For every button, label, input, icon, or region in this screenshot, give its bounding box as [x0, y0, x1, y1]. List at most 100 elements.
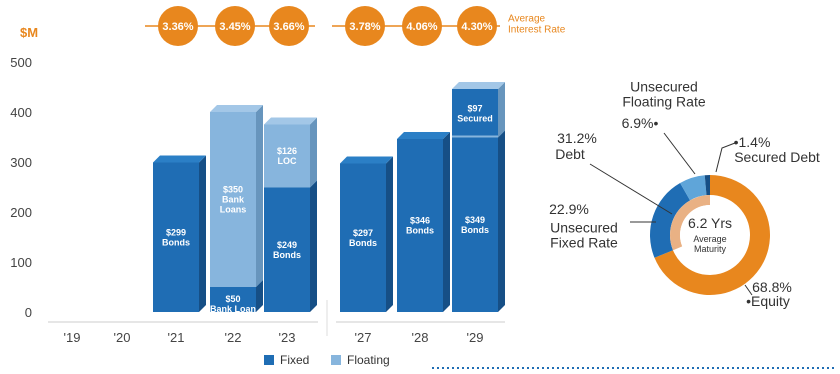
y-tick-label: 200: [10, 205, 32, 220]
label-unsecured-floating-line: Unsecured: [630, 79, 698, 95]
bar-floating-22-side: [256, 105, 263, 287]
bar-floating-29-side: [498, 82, 505, 138]
rate-label-27: 3.78%: [349, 21, 380, 33]
y-tick-label: 0: [25, 305, 32, 320]
label-debt: Debt: [555, 146, 585, 162]
donut-slice-unsecured-floating-rate: [680, 175, 707, 201]
rate-bubble-22: [215, 6, 255, 46]
bar-fixed-28-top: [397, 132, 450, 139]
segment-label-23-floating-line: $126: [277, 146, 297, 156]
segment-label-23-floating: $126 LOC: [277, 146, 297, 166]
x-tick-label: '20: [114, 330, 131, 345]
bar-fixed-28-side: [443, 132, 450, 312]
debt-maturity-bar-chart: $M 500 400 300 200 100 0 '19 '20 '21 '22 '23 '27 '28 '…: [10, 6, 836, 369]
legend-label-floating: Floating: [347, 353, 390, 367]
capital-structure-donut: 6.2 Yrs Average Maturity 68.8%•Equity 22.9% U…: [549, 79, 820, 310]
bar-fixed-23: [264, 187, 310, 312]
legend-swatch-fixed: [264, 355, 274, 365]
donut-slice-equity: [654, 175, 770, 295]
segment-label-23-floating-line: LOC: [278, 156, 297, 166]
bar-fixed-27: [340, 163, 386, 312]
segment-label-22-fixed-line: Bank Loan: [210, 304, 256, 314]
donut-slice-secured-debt: [704, 175, 710, 196]
legend-label-fixed: Fixed: [280, 353, 309, 367]
segment-label-21-fixed-line: $299: [166, 227, 186, 237]
y-tick-label: 300: [10, 155, 32, 170]
legend-swatch-floating: [331, 355, 341, 365]
segment-label-29-fixed: $349 Bonds: [461, 215, 489, 235]
donut-center-sublabel-line: Average: [693, 234, 726, 244]
segment-label-22-floating-line: $350: [223, 185, 243, 195]
x-tick-label: '23: [279, 330, 296, 345]
segment-label-21-fixed-line: Bonds: [162, 237, 190, 247]
segment-label-29-floating: $97 Secured: [457, 103, 493, 123]
segment-label-23-fixed-line: $249: [277, 240, 297, 250]
donut-center-sublabel: Average Maturity: [693, 234, 726, 254]
rate-label-23: 3.66%: [273, 21, 304, 33]
bar-fixed-29-side: [498, 130, 505, 312]
label-unsecured-fixed-line: Unsecured: [550, 220, 618, 236]
rate-bubble-21: [158, 6, 198, 46]
bar-fixed-22: [210, 287, 256, 312]
rate-series-label-line: Average: [508, 14, 546, 25]
rate-bubble-28: [402, 6, 442, 46]
segment-label-22-floating: $350 Bank Loans: [220, 185, 247, 215]
rate-label-29: 4.30%: [461, 21, 492, 33]
label-secured-debt-pct: •1.4%: [734, 134, 771, 150]
label-unsecured-floating-pct: 6.9%•: [622, 115, 659, 131]
x-tick-label: '28: [412, 330, 429, 345]
label-unsecured-fixed-line: Fixed Rate: [550, 235, 618, 251]
bar-floating-23: [264, 124, 310, 188]
donut-hole: [680, 205, 740, 265]
segment-label-23-fixed: $249 Bonds: [273, 240, 301, 260]
label-secured-debt: Secured Debt: [734, 149, 820, 165]
bar-fixed-23-side: [310, 180, 317, 312]
rate-bubble-27: [345, 6, 385, 46]
segment-label-22-floating-line: Bank: [222, 195, 245, 205]
leader-debt: [589, 163, 673, 215]
label-debt-pct: 31.2%: [557, 130, 597, 146]
y-axis-unit-label: $M: [20, 25, 38, 40]
bar-fixed-28: [397, 139, 443, 312]
segment-label-28-fixed: $346 Bonds: [406, 216, 434, 236]
label-equity-pct: 68.8%: [752, 279, 792, 295]
bar-fixed-21-side: [199, 155, 206, 312]
label-unsecured-fixed-pct: 22.9%: [549, 201, 589, 217]
rate-label-28: 4.06%: [406, 21, 437, 33]
bar-fixed-21-top: [153, 155, 206, 163]
segment-label-23-fixed-line: Bonds: [273, 250, 301, 260]
x-tick-label: '29: [467, 330, 484, 345]
y-tick-label: 100: [10, 255, 32, 270]
rate-label-21: 3.36%: [162, 21, 193, 33]
bar-floating-23-top: [264, 117, 317, 125]
bar-floating-22-top: [210, 105, 263, 112]
segment-label-28-fixed-line: $346: [410, 216, 430, 226]
label-unsecured-fixed: Unsecured Fixed Rate: [550, 220, 618, 251]
segment-label-22-fixed: $50 Bank Loan: [210, 294, 256, 314]
bar-secured-29-overlay: [452, 89, 498, 136]
bar-floating-22: [210, 112, 256, 287]
segment-label-29-floating-line: $97: [467, 103, 482, 113]
y-tick-label: 500: [10, 55, 32, 70]
x-tick-label: '27: [355, 330, 372, 345]
bar-fixed-22-side: [256, 280, 263, 312]
segment-label-27-fixed: $297 Bonds: [349, 228, 377, 248]
rate-bubble-29: [457, 6, 497, 46]
bar-floating-29-top: [452, 82, 505, 89]
segment-label-29-floating-line: Secured: [457, 113, 493, 123]
x-tick-label: '22: [225, 330, 242, 345]
y-tick-label: 400: [10, 105, 32, 120]
donut-center-sublabel-line: Maturity: [694, 244, 727, 254]
segment-label-22-floating-line: Loans: [220, 205, 247, 215]
donut-inner-debt-band: [669, 195, 710, 251]
leader-secured-debt: [715, 142, 736, 173]
leader-equity: [744, 284, 753, 296]
bar-fixed-27-side: [386, 156, 393, 312]
segment-label-29-fixed-line: Bonds: [461, 225, 489, 235]
label-equity: •Equity: [746, 293, 790, 309]
donut-center-label: 6.2 Yrs: [688, 215, 732, 231]
bar-floating-23-side: [310, 117, 317, 188]
rate-series-label: Average Interest Rate: [508, 14, 566, 36]
rate-bubble-23: [269, 6, 309, 46]
